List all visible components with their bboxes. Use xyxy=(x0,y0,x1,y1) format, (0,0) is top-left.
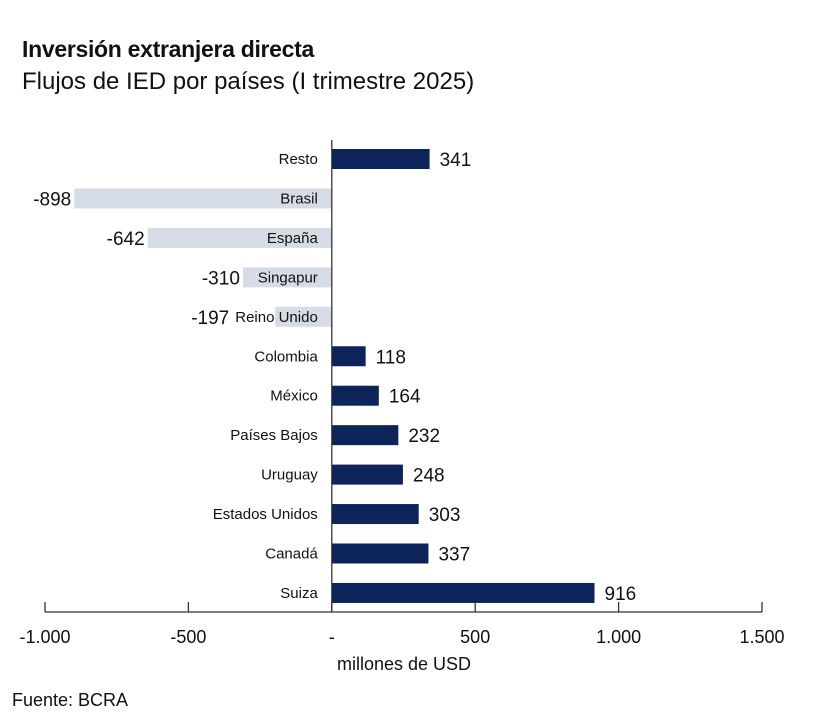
bar xyxy=(275,306,332,327)
source-note: Fuente: BCRA xyxy=(12,690,129,710)
bar xyxy=(331,385,379,406)
category-label: Resto xyxy=(279,151,318,168)
x-tick-label: - xyxy=(329,627,335,647)
bar xyxy=(242,267,332,288)
category-label: España xyxy=(267,230,319,247)
x-axis-label: millones de USD xyxy=(337,654,471,674)
bar xyxy=(147,227,332,248)
category-label: Suiza xyxy=(280,585,318,602)
chart-subtitle: Flujos de IED por países (I trimestre 20… xyxy=(22,68,475,95)
x-tick-label: -500 xyxy=(170,627,206,647)
value-label: -310 xyxy=(202,268,240,289)
bar xyxy=(331,346,366,367)
bar xyxy=(331,582,595,603)
value-label: 248 xyxy=(413,466,445,487)
category-label: México xyxy=(270,388,318,405)
bar xyxy=(331,504,419,525)
category-label: Canadá xyxy=(265,546,318,563)
value-label: 337 xyxy=(438,545,470,566)
x-tick-label: 500 xyxy=(460,627,490,647)
value-label: 118 xyxy=(376,347,406,368)
value-label: 341 xyxy=(440,150,472,171)
category-label: Uruguay xyxy=(261,467,318,484)
value-label: 232 xyxy=(408,426,440,447)
value-label: 303 xyxy=(429,505,461,526)
value-label: 916 xyxy=(605,584,637,605)
bar xyxy=(331,543,429,564)
value-label: -642 xyxy=(107,229,145,250)
category-label: Estados Unidos xyxy=(213,506,318,523)
bar xyxy=(74,188,332,209)
value-label: -197 xyxy=(191,308,229,329)
category-label: Países Bajos xyxy=(230,427,318,444)
x-tick-label: 1.500 xyxy=(739,627,784,647)
category-label: Colombia xyxy=(254,348,318,365)
chart-title: Inversión extranjera directa xyxy=(22,36,315,62)
value-label: -898 xyxy=(33,189,71,210)
category-label: Singapur xyxy=(258,269,318,286)
bar xyxy=(331,464,403,485)
x-tick-label: -1.000 xyxy=(19,627,70,647)
category-label: Reino Unido xyxy=(235,309,318,326)
category-label: Brasil xyxy=(280,190,318,207)
value-label: 164 xyxy=(389,387,421,408)
x-tick-label: 1.000 xyxy=(596,627,641,647)
bar xyxy=(331,149,430,169)
bar xyxy=(331,425,399,446)
